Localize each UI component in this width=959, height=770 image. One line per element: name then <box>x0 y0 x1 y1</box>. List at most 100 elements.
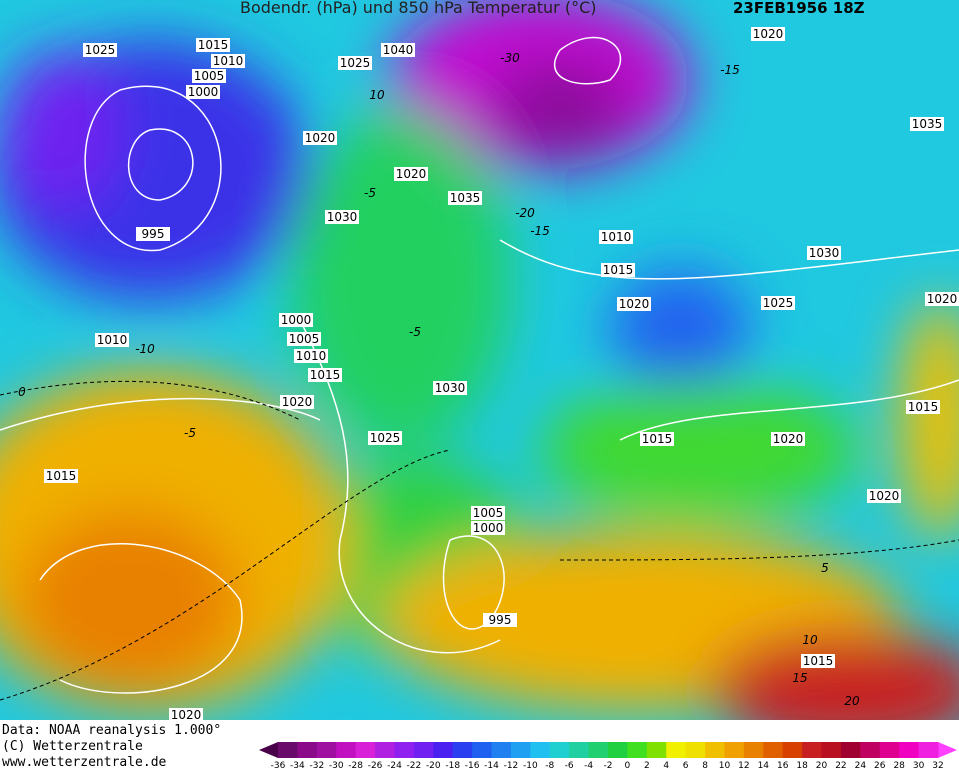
colorbar-label: 6 <box>683 761 689 770</box>
isobar-label: 1025 <box>340 56 371 70</box>
colorbar-swatch <box>375 742 395 758</box>
isobar-label-box <box>925 292 959 306</box>
temperature-label: -15 <box>530 224 550 238</box>
isobar-label: 1020 <box>282 395 313 409</box>
colorbar-label: -12 <box>504 761 519 770</box>
colorbar-label: -14 <box>484 761 499 770</box>
isobar-label: 1010 <box>296 349 327 363</box>
colorbar-swatch <box>743 742 764 758</box>
isobar-label-box <box>394 167 428 181</box>
isobar-label: 1030 <box>327 210 358 224</box>
colorbar-swatch <box>705 742 725 758</box>
isobar-label-box <box>906 400 940 414</box>
colorbar-label: 18 <box>796 761 808 770</box>
colorbar-label: -6 <box>565 761 574 770</box>
isobar-label-box <box>448 191 482 205</box>
colorbar-label: -34 <box>290 761 305 770</box>
isobar-label-box <box>308 368 342 382</box>
isobar-label-box <box>186 85 220 99</box>
isobar-label-box <box>471 506 505 520</box>
isobar-label: 1020 <box>396 167 427 181</box>
isobar-label-box <box>640 432 674 446</box>
isobar-label: 1030 <box>809 246 840 260</box>
colorbar-swatch <box>433 742 454 758</box>
isobar-label-box <box>287 332 321 346</box>
isobar-label: 1035 <box>912 117 943 131</box>
isobar-label-box <box>279 313 313 327</box>
isobar-label: 995 <box>489 613 512 627</box>
temperature-label: 10 <box>802 633 818 647</box>
colorbar-label: -8 <box>545 761 554 770</box>
isobar-label: 1020 <box>619 297 650 311</box>
colorbar-swatch <box>297 742 318 758</box>
colorbar-swatch <box>918 742 939 758</box>
isobar-label: 1005 <box>194 69 225 83</box>
isobar-label-box <box>303 131 337 145</box>
colorbar-swatch <box>316 742 337 758</box>
isobar-label: 1020 <box>773 432 804 446</box>
isobar-label-box <box>325 210 359 224</box>
colorbar-swatch <box>685 742 706 758</box>
isobar-label-box <box>95 333 129 347</box>
isobar-label-box <box>483 613 517 627</box>
isobar-label-box <box>617 297 651 311</box>
isobar-label-box <box>910 117 944 131</box>
weather-map: 1025 101510101005100099510101000100510101… <box>0 0 959 720</box>
temperature-label: 15 <box>792 671 807 685</box>
isobar-label-box <box>169 708 203 720</box>
isobar-label: 1005 <box>289 332 320 346</box>
isobar-label: 1025 <box>763 296 794 310</box>
colorbar-label: 10 <box>719 761 731 770</box>
colorbar-label: -28 <box>348 761 363 770</box>
colorbar-swatch <box>336 742 357 758</box>
colorbar-swatch <box>666 742 687 758</box>
isobar-label: 1015 <box>803 654 834 668</box>
temperature-label: -5 <box>364 186 376 200</box>
colorbar-swatch <box>627 742 648 758</box>
colorbar-swatch <box>821 742 842 758</box>
isobar-label-box <box>280 395 314 409</box>
colorbar-label: -10 <box>523 761 538 770</box>
colorbar-swatch <box>491 742 512 758</box>
colorbar-swatch <box>763 742 784 758</box>
colorbar-label: 26 <box>874 761 886 770</box>
colorbar-swatch <box>840 742 861 758</box>
isobar-label: 1020 <box>753 27 784 41</box>
colorbar-swatch <box>588 742 609 758</box>
isobar-label-box <box>83 43 117 57</box>
website: www.wetterzentrale.de <box>2 755 167 770</box>
isotherms <box>0 380 959 701</box>
isobar-label: 1015 <box>198 38 229 52</box>
colorbar-label: 4 <box>663 761 669 770</box>
isobar-label: 1020 <box>171 708 202 720</box>
colorbar-swatch <box>549 742 570 758</box>
isobar-label: 1000 <box>281 313 312 327</box>
isobar-label: 1015 <box>603 263 634 277</box>
colorbar-swatch <box>646 742 667 758</box>
temperature-label: -10 <box>135 342 155 356</box>
colorbar-label: 28 <box>893 761 905 770</box>
colorbar-swatch <box>802 742 823 758</box>
colorbar-label: 30 <box>913 761 925 770</box>
isobar-label: 1010 <box>97 333 128 347</box>
isobar-label: 1015 <box>908 400 939 414</box>
isobar-label-box <box>196 38 230 52</box>
colorbar-label: -32 <box>309 761 324 770</box>
colorbar-label: 24 <box>855 761 867 770</box>
isobar-label: 1010 <box>213 54 244 68</box>
colorbar-label: 0 <box>625 761 631 770</box>
colorbar-label: -24 <box>387 761 402 770</box>
colorbar-label: -30 <box>329 761 344 770</box>
isobar-label: 1025 <box>85 43 116 57</box>
isobar-label-box <box>368 431 402 445</box>
isobar-label-box <box>192 69 226 83</box>
colorbar-label: 16 <box>777 761 789 770</box>
colorbar-arrow-high <box>938 742 957 758</box>
isobar-label-box <box>807 246 841 260</box>
colorbar-swatch <box>413 742 434 758</box>
map-date: 23FEB1956 18Z <box>733 0 865 17</box>
isobar-label-box <box>136 227 170 241</box>
isobar-label-box <box>338 56 372 70</box>
isobar-label-box <box>599 230 633 244</box>
colorbar-label: -20 <box>426 761 441 770</box>
